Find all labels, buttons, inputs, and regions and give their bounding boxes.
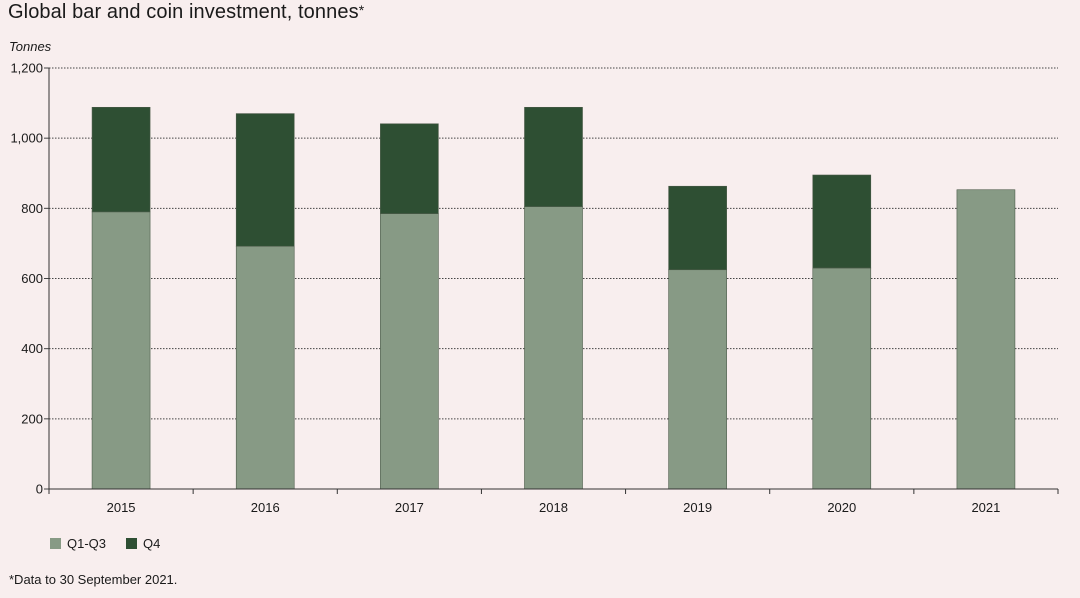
y-tick-label: 1,000: [10, 131, 43, 146]
legend-swatch-q1-q3: [50, 538, 61, 549]
bar-q4-2015: [91, 106, 151, 213]
bar-q4-2017: [380, 123, 439, 214]
bar-q1-q3-2018: [524, 206, 583, 490]
x-tick-label: 2018: [539, 500, 568, 515]
footnote: *Data to 30 September 2021.: [9, 572, 178, 587]
legend-label-q1-q3: Q1-Q3: [67, 536, 107, 551]
x-tick-label: 2021: [971, 500, 1000, 515]
y-tick-label: 0: [36, 482, 43, 497]
x-tick-label: 2017: [395, 500, 424, 515]
legend-item-q1-q3: Q1-Q3: [50, 536, 106, 551]
bar-q4-2019: [668, 185, 727, 271]
legend-label-q4: Q4: [143, 536, 161, 551]
x-tick-label: 2019: [683, 500, 712, 515]
y-axis-unit-label: Tonnes: [9, 39, 52, 54]
bar-q1-q3-2021: [956, 189, 1016, 490]
legend-item-q4: Q4: [126, 536, 160, 551]
y-tick-label: 400: [21, 341, 43, 356]
y-tick-label: 800: [21, 201, 43, 216]
bar-q1-q3-2019: [668, 269, 727, 490]
x-tick-label: 2015: [107, 500, 136, 515]
x-tick-label: 2016: [251, 500, 280, 515]
x-tick-label: 2020: [827, 500, 856, 515]
bar-q4-2016: [235, 113, 295, 247]
bar-q1-q3-2017: [380, 213, 439, 490]
bar-q1-q3-2015: [91, 211, 151, 490]
bar-q1-q3-2016: [235, 245, 295, 490]
y-tick-label: 1,200: [10, 61, 43, 76]
title-footnote-mark: *: [358, 2, 365, 18]
bar-q4-2020: [812, 174, 872, 269]
bar-q1-q3-2020: [812, 267, 872, 490]
chart-title: Global bar and coin investment, tonnes*: [8, 1, 365, 23]
chart-legend: Q1-Q3 Q4: [50, 536, 160, 551]
bar-q4-2018: [524, 106, 583, 207]
y-tick-label: 200: [21, 411, 43, 426]
legend-swatch-q4: [126, 538, 138, 549]
y-tick-label: 600: [21, 271, 43, 286]
